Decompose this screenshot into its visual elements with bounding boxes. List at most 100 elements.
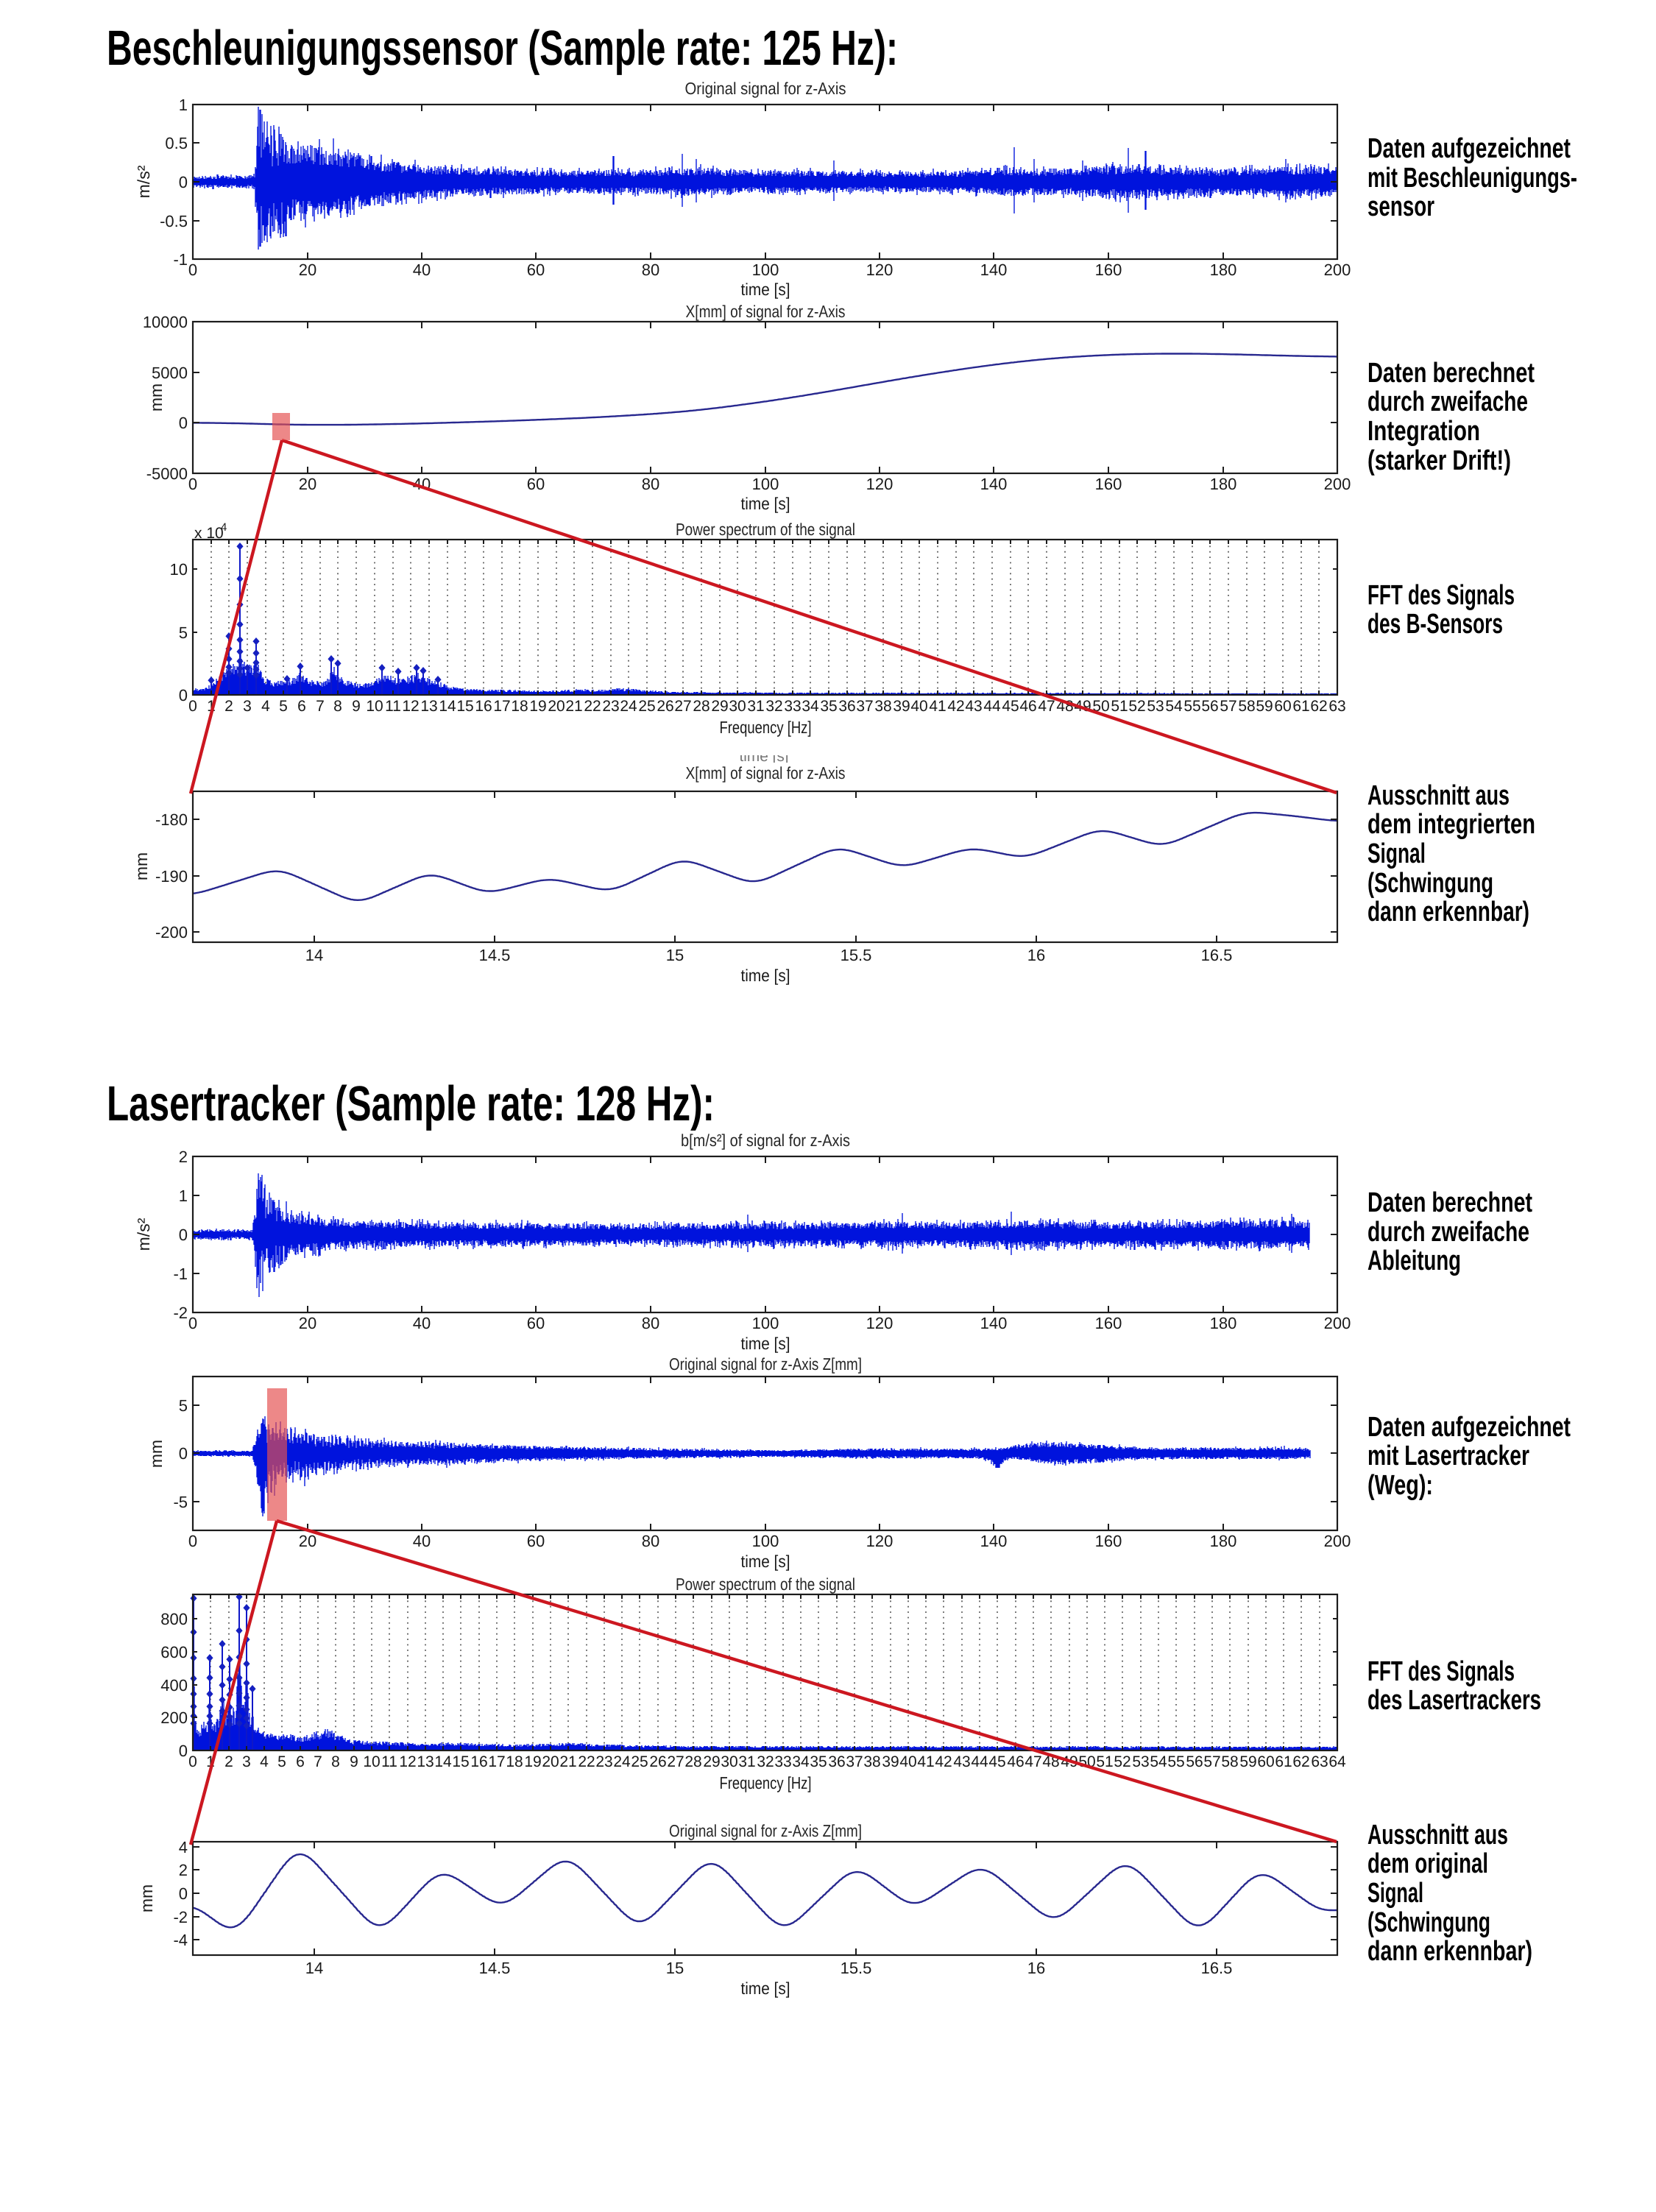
svg-text:dem original: dem original (1367, 1848, 1488, 1879)
svg-text:33: 33 (784, 698, 801, 715)
svg-text:time [s]: time [s] (740, 748, 789, 765)
svg-text:15: 15 (452, 1753, 469, 1770)
svg-text:61: 61 (1275, 1753, 1292, 1770)
svg-text:0: 0 (188, 1753, 197, 1770)
svg-text:26: 26 (649, 1753, 666, 1770)
svg-text:42: 42 (947, 698, 964, 715)
svg-text:FFT des Signals: FFT des Signals (1367, 1656, 1515, 1687)
svg-text:55: 55 (1167, 1753, 1184, 1770)
svg-text:0: 0 (179, 1884, 188, 1903)
svg-text:37: 37 (846, 1753, 863, 1770)
svg-text:-2: -2 (173, 1908, 188, 1926)
svg-text:Lasertracker (Sample rate: 128: Lasertracker (Sample rate: 128 Hz): (107, 1076, 715, 1131)
svg-text:time [s]: time [s] (741, 494, 790, 513)
svg-text:14: 14 (305, 1959, 323, 1977)
svg-text:80: 80 (642, 475, 659, 493)
svg-text:39: 39 (893, 698, 910, 715)
svg-text:16.5: 16.5 (1201, 1959, 1233, 1977)
svg-text:60: 60 (1274, 698, 1291, 715)
svg-text:40: 40 (910, 698, 927, 715)
svg-text:80: 80 (642, 1314, 659, 1332)
svg-text:time [s]: time [s] (741, 1979, 790, 1998)
svg-text:Signal: Signal (1367, 1878, 1423, 1909)
svg-text:x 10: x 10 (194, 525, 224, 542)
svg-text:160: 160 (1095, 1314, 1122, 1332)
svg-text:time [s]: time [s] (741, 280, 790, 299)
svg-text:10: 10 (363, 1753, 380, 1770)
svg-text:0: 0 (179, 173, 188, 191)
svg-text:5: 5 (179, 1396, 188, 1415)
svg-text:60: 60 (527, 261, 545, 279)
svg-text:16.5: 16.5 (1201, 946, 1233, 964)
svg-text:22: 22 (578, 1753, 595, 1770)
svg-text:-2: -2 (173, 1304, 188, 1322)
svg-text:Daten aufgezeichnet: Daten aufgezeichnet (1367, 133, 1571, 164)
svg-text:63: 63 (1311, 1753, 1328, 1770)
svg-text:47: 47 (1038, 698, 1055, 715)
svg-text:m/s²: m/s² (134, 1218, 153, 1251)
svg-text:23: 23 (602, 698, 619, 715)
svg-text:61: 61 (1292, 698, 1309, 715)
svg-text:57: 57 (1203, 1753, 1220, 1770)
svg-text:mm: mm (137, 1884, 156, 1912)
svg-text:X[mm] of signal for z-Axis: X[mm] of signal for z-Axis (686, 302, 846, 321)
svg-text:17: 17 (493, 698, 510, 715)
svg-text:58: 58 (1238, 698, 1255, 715)
svg-text:31: 31 (738, 1753, 755, 1770)
svg-text:0.5: 0.5 (165, 134, 188, 152)
svg-text:7: 7 (316, 698, 325, 715)
svg-text:140: 140 (980, 475, 1008, 493)
svg-text:19: 19 (529, 698, 546, 715)
svg-text:dann erkennbar): dann erkennbar) (1367, 1936, 1532, 1967)
svg-text:Daten aufgezeichnet: Daten aufgezeichnet (1367, 1412, 1571, 1443)
svg-text:40: 40 (413, 1314, 431, 1332)
svg-text:19: 19 (524, 1753, 541, 1770)
svg-text:14: 14 (434, 1753, 452, 1770)
svg-text:14: 14 (305, 946, 323, 964)
svg-text:34: 34 (802, 698, 819, 715)
svg-text:4: 4 (221, 521, 227, 534)
svg-text:time [s]: time [s] (741, 1334, 790, 1353)
svg-text:4: 4 (260, 1753, 269, 1770)
svg-text:20: 20 (299, 261, 316, 279)
svg-text:15: 15 (666, 946, 684, 964)
svg-text:15.5: 15.5 (841, 946, 872, 964)
svg-text:53: 53 (1132, 1753, 1149, 1770)
svg-text:Integration: Integration (1367, 416, 1480, 447)
svg-text:39: 39 (882, 1753, 899, 1770)
svg-text:16: 16 (470, 1753, 487, 1770)
svg-text:mit Lasertracker: mit Lasertracker (1367, 1441, 1529, 1471)
svg-text:FFT des Signals: FFT des Signals (1367, 580, 1515, 611)
svg-text:Daten berechnet: Daten berechnet (1367, 358, 1535, 389)
svg-text:3: 3 (242, 1753, 251, 1770)
svg-text:25: 25 (631, 1753, 648, 1770)
svg-text:b[m/s²] of signal for z-Axis: b[m/s²] of signal for z-Axis (681, 1131, 850, 1150)
svg-text:8: 8 (331, 1753, 340, 1770)
svg-text:120: 120 (866, 1532, 894, 1550)
svg-text:10: 10 (170, 560, 188, 579)
svg-text:120: 120 (866, 261, 894, 279)
svg-text:-190: -190 (155, 867, 188, 886)
svg-text:29: 29 (711, 698, 728, 715)
svg-text:Original signal for z-Axis Z[m: Original signal for z-Axis Z[mm] (669, 1354, 862, 1374)
svg-text:13: 13 (417, 1753, 434, 1770)
svg-text:2: 2 (179, 1861, 188, 1879)
svg-text:-5000: -5000 (146, 464, 188, 483)
svg-text:Signal: Signal (1367, 838, 1426, 869)
svg-text:60: 60 (1257, 1753, 1274, 1770)
svg-text:59: 59 (1239, 1753, 1256, 1770)
svg-text:15: 15 (456, 698, 473, 715)
svg-text:40: 40 (413, 261, 431, 279)
svg-text:7: 7 (314, 1753, 322, 1770)
svg-text:time [s]: time [s] (741, 1552, 790, 1571)
svg-text:3: 3 (243, 698, 252, 715)
svg-text:21: 21 (565, 698, 582, 715)
svg-text:200: 200 (1324, 261, 1351, 279)
svg-text:-1: -1 (173, 250, 188, 269)
svg-text:9: 9 (350, 1753, 358, 1770)
svg-text:54: 54 (1150, 1753, 1167, 1770)
svg-text:Frequency [Hz]: Frequency [Hz] (720, 718, 812, 737)
svg-text:180: 180 (1210, 261, 1237, 279)
svg-text:30: 30 (721, 1753, 737, 1770)
svg-text:24: 24 (613, 1753, 631, 1770)
